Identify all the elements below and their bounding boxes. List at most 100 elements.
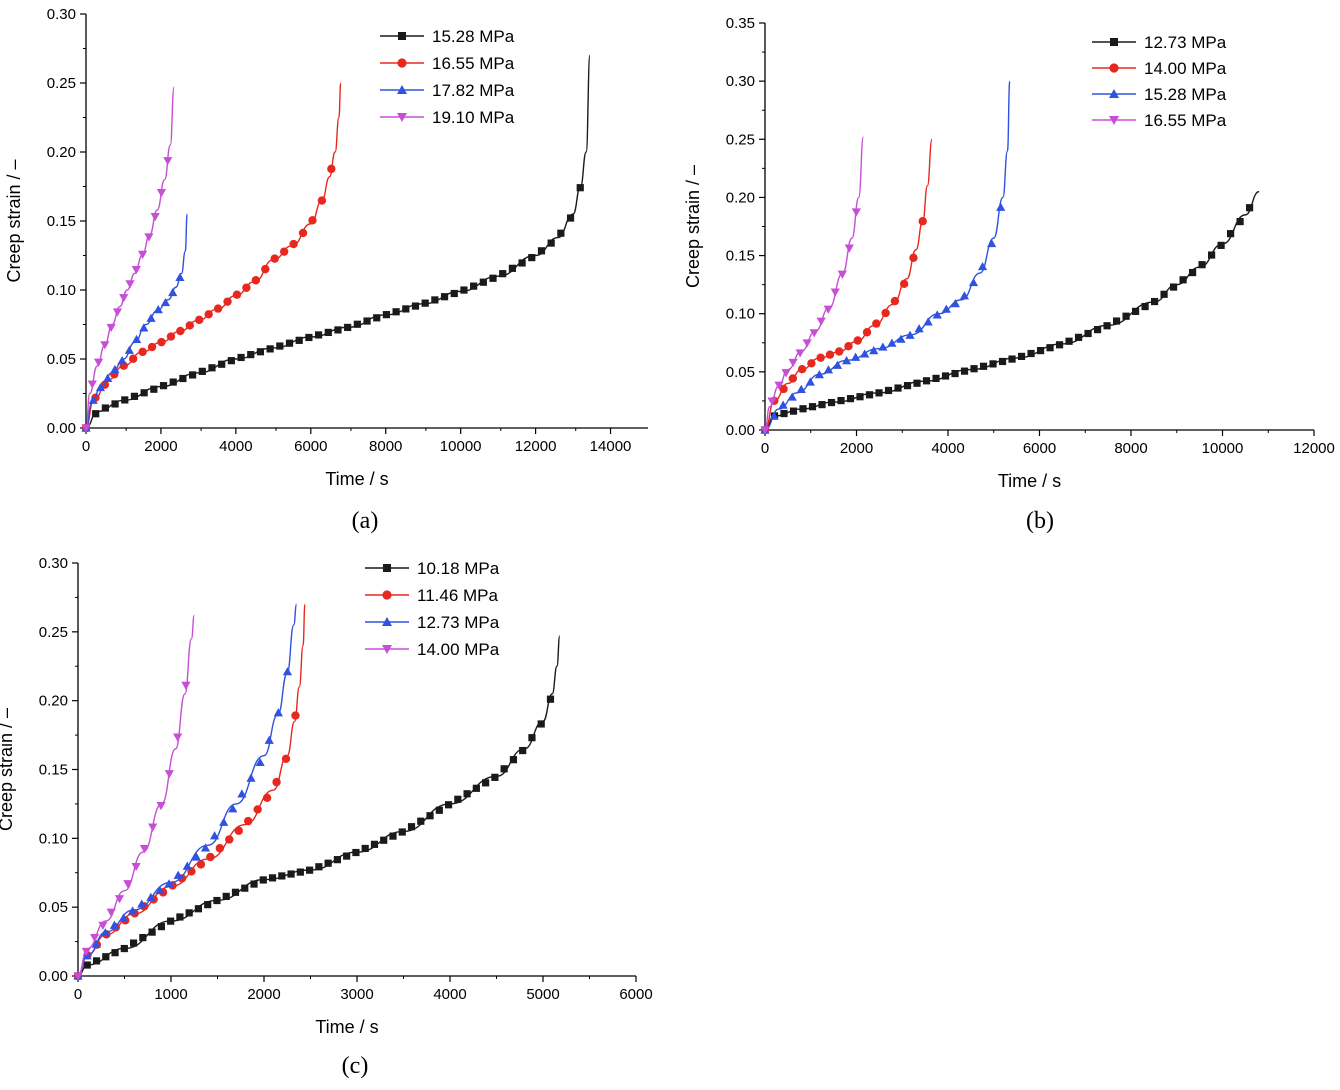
data-point [278,872,286,880]
data-point [989,360,997,368]
series-16-55-mpa [760,136,865,435]
data-point [797,365,807,374]
data-point [287,870,295,878]
data-point [111,949,119,957]
data-point [398,828,406,836]
data-point [968,277,979,287]
legend-label: 16.55 MPa [1144,111,1227,130]
data-point [832,360,843,369]
data-point [774,381,784,390]
data-point [159,382,168,390]
data-point [407,823,416,831]
data-point [139,323,149,332]
data-point [83,961,91,969]
series-12-73-mpa [73,603,298,980]
data-point [528,734,536,742]
data-point [903,382,912,390]
data-point [837,396,845,405]
data-point [209,831,220,840]
data-point [1188,268,1197,277]
legend-label: 15.28 MPa [432,27,515,46]
data-point [255,757,265,767]
data-point [243,816,253,826]
data-point [100,928,110,937]
data-point [1017,352,1026,361]
data-point [851,352,861,361]
data-point [923,317,933,326]
x-tick-label: 1000 [154,986,187,1003]
data-point [90,934,100,943]
series-17-82-mpa [81,213,188,432]
data-point [262,793,272,802]
data-point [787,392,797,401]
data-point [392,308,400,316]
data-point [140,389,148,397]
data-point [816,353,825,362]
data-point [1008,355,1016,363]
x-tick-label: 6000 [1023,440,1056,457]
data-point [363,317,371,325]
data-point [253,805,262,814]
data-point [103,373,113,382]
data-point [380,836,388,844]
legend-marker [382,645,392,654]
data-point [805,377,815,386]
x-tick-label: 2000 [247,986,280,1003]
data-point [106,908,116,917]
data-point [120,944,128,953]
legend-marker [397,113,407,122]
legend-marker [1110,38,1118,46]
data-point [1150,297,1159,306]
data-point [841,356,852,365]
data-point [125,280,135,289]
x-tick-label: 4000 [931,440,964,457]
data-point [417,817,425,825]
data-point [131,265,141,275]
panel-caption: (b) [1026,508,1054,534]
data-point [157,337,166,347]
series-15-28-mpa [82,54,591,432]
x-tick-label: 12000 [515,438,557,455]
y-tick-label: 0.20 [726,189,755,206]
data-point [979,362,988,370]
y-tick-label: 0.20 [47,144,76,161]
data-point [111,400,119,408]
data-point [890,296,900,306]
legend: 15.28 MPa 16.55 MPa 17.82 MPa 19.10 MPa [380,27,515,127]
data-point [150,385,158,393]
data-point [88,395,98,404]
legend-label: 16.55 MPa [432,54,515,73]
data-point [137,899,147,908]
data-point [470,282,478,290]
data-point [472,784,480,792]
x-tick-label: 0 [761,440,769,457]
data-point [352,848,360,857]
legend-label: 19.10 MPa [432,108,515,127]
data-point [1084,329,1092,338]
x-tick-label: 6000 [619,986,652,1003]
data-point [215,844,225,853]
data-point [344,323,352,332]
data-point [1122,312,1130,320]
y-tick-label: 0.25 [47,75,76,92]
x-tick-label: 4000 [219,438,252,455]
data-point [166,332,176,341]
data-point [856,393,864,401]
legend: 10.18 MPa 11.46 MPa 12.73 MPa 14.00 MPa [365,559,500,659]
data-point [1074,333,1083,341]
data-point [227,357,235,365]
y-tick-label: 0.30 [726,73,755,90]
y-tick-label: 0.00 [39,968,68,985]
data-point [1055,341,1064,349]
data-point [118,913,129,922]
data-point [148,928,156,936]
data-point [285,339,294,347]
data-point [250,880,258,888]
data-point [373,314,381,322]
data-point [402,305,410,313]
series-line [77,603,306,977]
data-point [295,336,303,344]
data-point [109,920,120,929]
data-point [173,733,183,742]
data-point [1093,326,1102,334]
